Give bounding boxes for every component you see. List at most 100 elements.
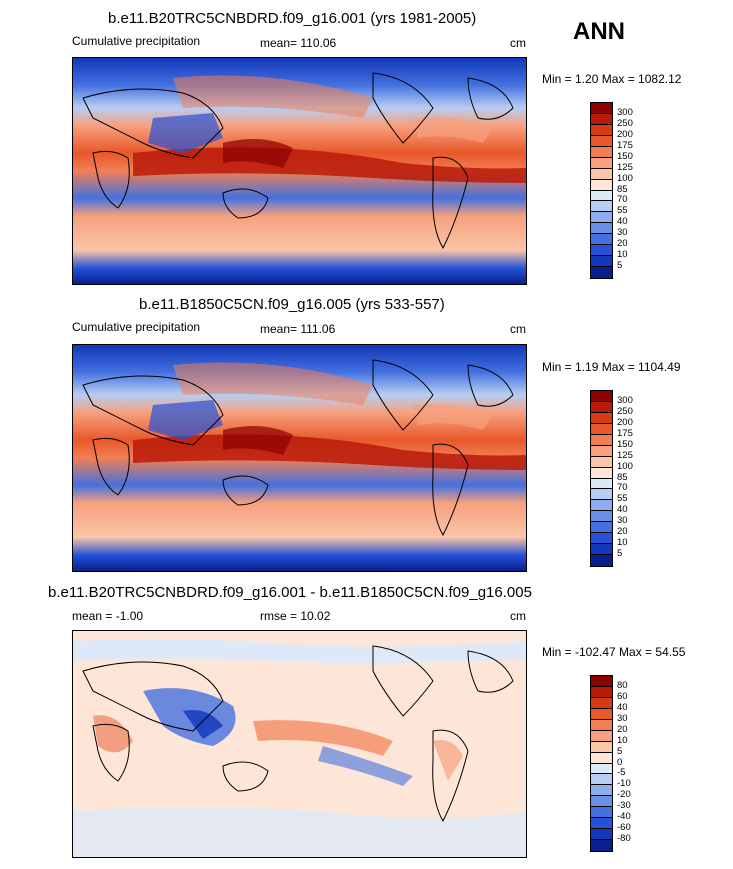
colorbar-swatch (591, 840, 612, 851)
panel-2-map-field (73, 345, 526, 571)
season-label: ANN (573, 18, 625, 45)
colorbar-tick-label: 300 (617, 394, 633, 406)
colorbar-tick-label: 40 (617, 216, 628, 228)
colorbar-tick-label: 125 (617, 161, 633, 173)
colorbar-swatch (591, 730, 612, 742)
colorbar-swatch (591, 456, 612, 468)
colorbar-tick-label: 30 (617, 227, 628, 239)
colorbar-swatch (591, 555, 612, 566)
colorbar-swatch (591, 774, 612, 786)
colorbar-swatch (591, 256, 612, 268)
colorbar-swatch (591, 190, 612, 202)
colorbar-swatch (591, 752, 612, 764)
panel-3-rmse: rmse = 10.02 (260, 609, 331, 623)
colorbar-tick-label: 300 (617, 106, 633, 118)
colorbar-tick-label: 70 (617, 482, 628, 494)
colorbar-swatch (591, 533, 612, 545)
panel-3-map-field (73, 631, 526, 857)
panel-1-colorbar (590, 102, 613, 279)
colorbar-tick-label: -10 (617, 778, 631, 790)
panel-3-map (72, 630, 527, 858)
colorbar-tick-label: 20 (617, 238, 628, 250)
colorbar-swatch (591, 522, 612, 534)
colorbar-swatch (591, 544, 612, 556)
colorbar-swatch (591, 401, 612, 413)
colorbar-tick-label: 10 (617, 734, 628, 746)
panel-3-mean: mean = -1.00 (72, 609, 144, 623)
panel-3-units: cm (510, 609, 526, 623)
colorbar-tick-label: -40 (617, 811, 631, 823)
colorbar-tick-label: 40 (617, 504, 628, 516)
panel-3-title: b.e11.B20TRC5CNBDRD.f09_g16.001 - b.e11.… (48, 584, 532, 601)
colorbar-swatch (591, 157, 612, 169)
panel-2-units: cm (510, 322, 526, 336)
panel-2-variable-label: Cumulative precipitation (72, 320, 201, 334)
panel-1-minmax: Min = 1.20 Max = 1082.12 (542, 72, 682, 86)
colorbar-tick-label: -20 (617, 789, 631, 801)
panel-2-mean: mean= 111.06 (260, 322, 336, 336)
colorbar-tick-label: 40 (617, 701, 628, 713)
colorbar-tick-label: 55 (617, 493, 628, 505)
colorbar-swatch (591, 212, 612, 224)
colorbar-swatch (591, 391, 612, 402)
colorbar-tick-label: 30 (617, 712, 628, 724)
colorbar-tick-label: 55 (617, 205, 628, 217)
colorbar-swatch (591, 168, 612, 180)
colorbar-swatch (591, 267, 612, 278)
panel-1-title: b.e11.B20TRC5CNBDRD.f09_g16.001 (yrs 198… (108, 10, 477, 27)
colorbar-tick-label: 250 (617, 117, 633, 129)
panel-1-units: cm (510, 36, 526, 50)
colorbar-swatch (591, 818, 612, 830)
panel-2-title: b.e11.B1850C5CN.f09_g16.005 (yrs 533-557… (139, 296, 445, 313)
colorbar-swatch (591, 697, 612, 709)
colorbar-swatch (591, 500, 612, 512)
panel-1-map-field (73, 58, 526, 284)
colorbar-tick-label: -60 (617, 822, 631, 834)
panel-3-colorbar (590, 675, 613, 852)
colorbar-tick-label: 100 (617, 460, 633, 472)
panel-1-mean: mean= 110.06 (260, 36, 337, 50)
colorbar-swatch (591, 796, 612, 808)
colorbar-swatch (591, 785, 612, 797)
colorbar-swatch (591, 201, 612, 213)
colorbar-tick-label: 10 (617, 249, 628, 261)
colorbar-tick-label: 100 (617, 172, 633, 184)
colorbar-swatch (591, 741, 612, 753)
colorbar-swatch (591, 708, 612, 720)
colorbar-tick-label: 80 (617, 679, 628, 691)
colorbar-swatch (591, 434, 612, 446)
colorbar-tick-label: 125 (617, 449, 633, 461)
colorbar-tick-label: 60 (617, 690, 628, 702)
colorbar-tick-label: -5 (617, 767, 626, 779)
colorbar-tick-label: 10 (617, 537, 628, 549)
colorbar-tick-label: 150 (617, 150, 633, 162)
colorbar-swatch (591, 245, 612, 257)
colorbar-swatch (591, 763, 612, 775)
panel-1-variable-label: Cumulative precipitation (72, 34, 201, 48)
panel-2-map (72, 344, 527, 572)
colorbar-tick-label: 200 (617, 128, 633, 140)
colorbar-tick-label: 5 (617, 260, 623, 272)
colorbar-swatch (591, 234, 612, 246)
colorbar-tick-label: 70 (617, 194, 628, 206)
colorbar-swatch (591, 467, 612, 479)
colorbar-tick-label: 150 (617, 438, 633, 450)
panel-2-minmax: Min = 1.19 Max = 1104.49 (542, 360, 681, 374)
colorbar-swatch (591, 412, 612, 424)
colorbar-tick-label: 175 (617, 427, 633, 439)
colorbar-swatch (591, 511, 612, 523)
colorbar-tick-label: -30 (617, 800, 631, 812)
colorbar-swatch (591, 807, 612, 819)
colorbar-swatch (591, 113, 612, 125)
colorbar-tick-label: 0 (617, 756, 623, 768)
colorbar-swatch (591, 719, 612, 731)
colorbar-tick-label: 5 (617, 745, 623, 757)
colorbar-swatch (591, 103, 612, 114)
colorbar-tick-label: -80 (617, 833, 631, 845)
colorbar-tick-label: 20 (617, 723, 628, 735)
panel-3-minmax: Min = -102.47 Max = 54.55 (542, 645, 686, 659)
colorbar-tick-label: 250 (617, 405, 633, 417)
colorbar-swatch (591, 829, 612, 841)
panel-1-map (72, 57, 527, 285)
colorbar-tick-label: 85 (617, 471, 628, 483)
